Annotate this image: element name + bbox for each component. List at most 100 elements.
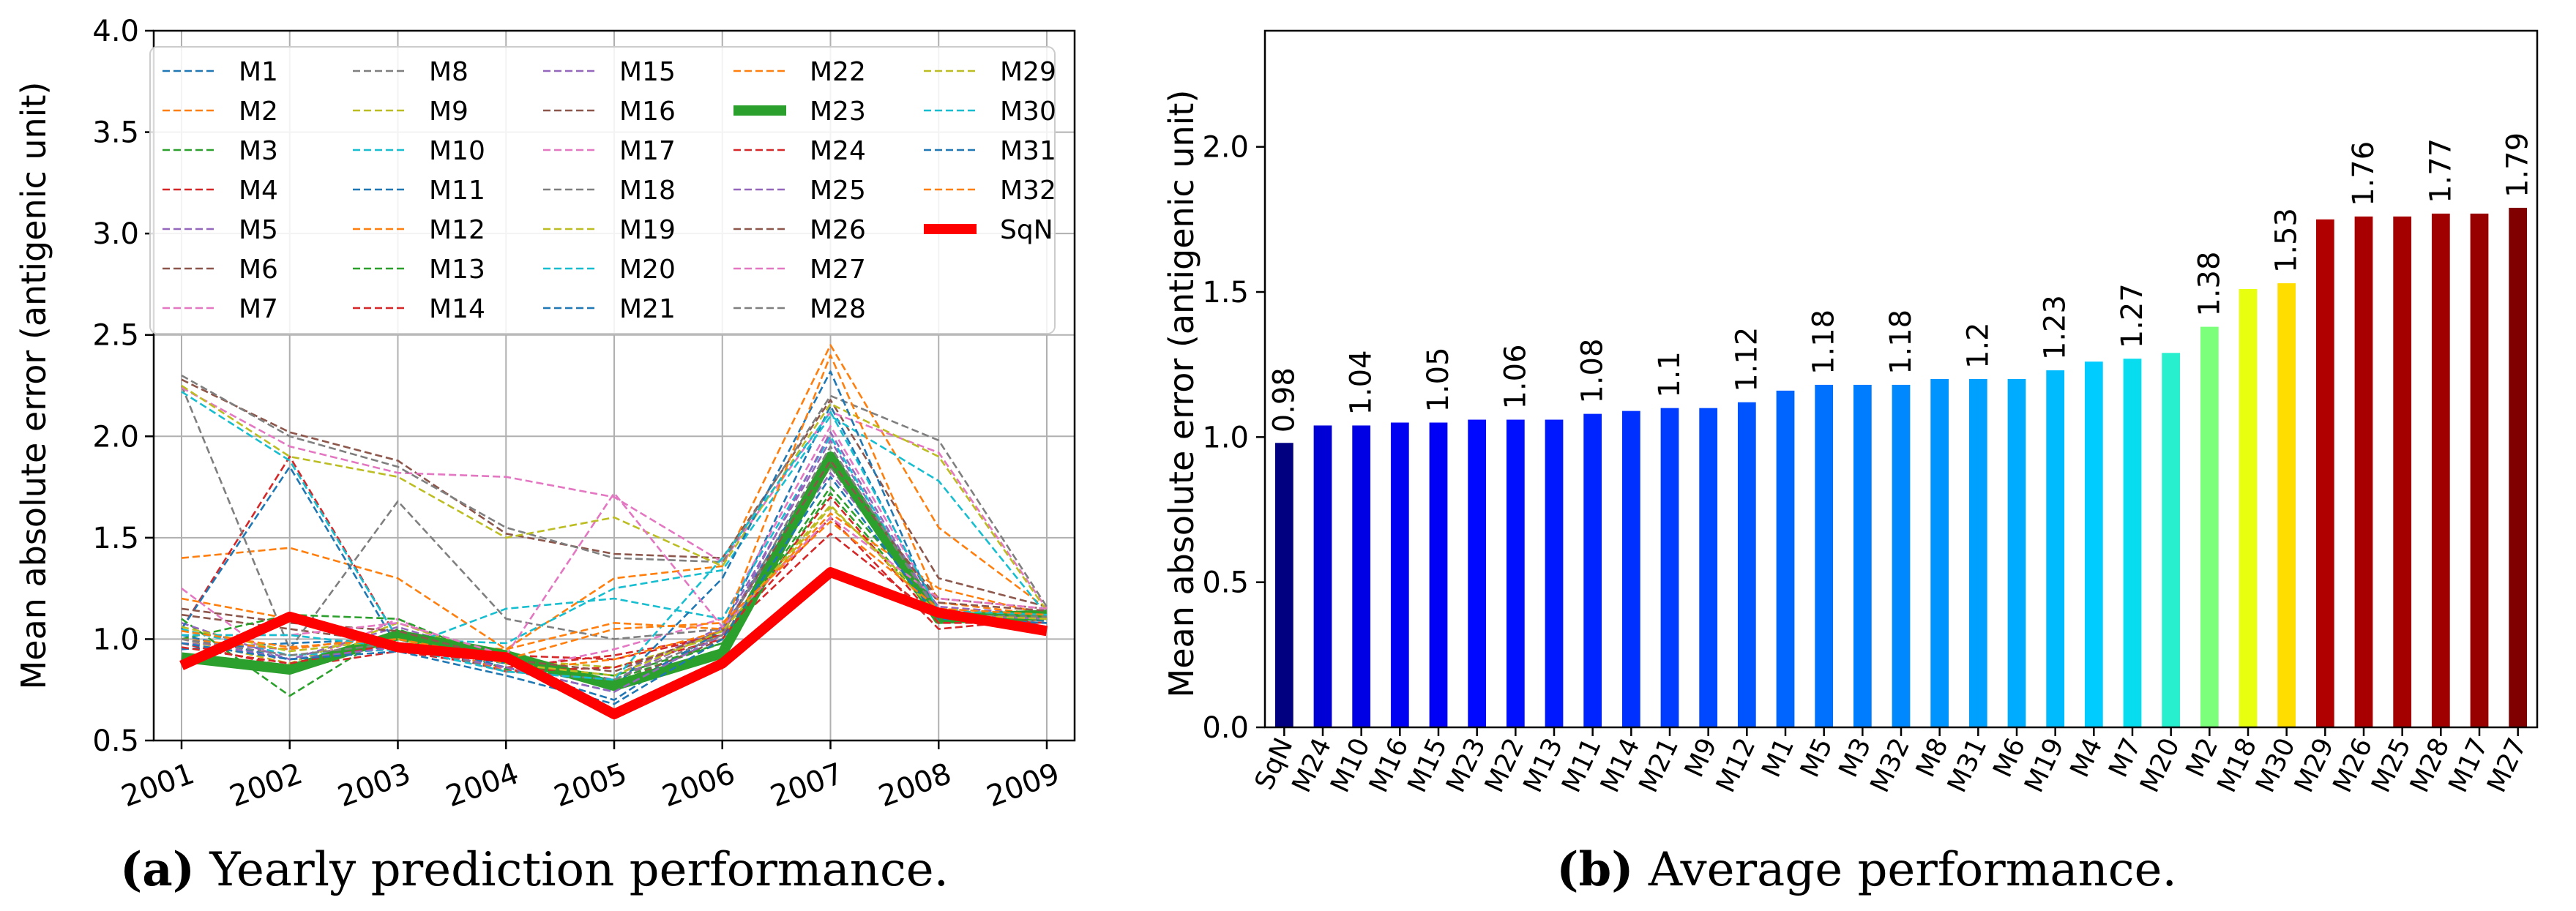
x-tick-label: M10 <box>1325 733 1376 797</box>
legend-label-m32: M32 <box>1000 176 1056 206</box>
bar-m13 <box>1545 419 1564 727</box>
x-tick-label: M14 <box>1595 733 1646 797</box>
x-tick-label: M20 <box>2135 733 2186 797</box>
bar-m4 <box>2084 361 2103 727</box>
x-tick-label: M32 <box>1865 733 1916 797</box>
x-tick-label: 2009 <box>982 757 1064 814</box>
series-line-m30 <box>182 410 1048 681</box>
bar-m16 <box>1390 422 1409 727</box>
legend-label-m12: M12 <box>429 215 485 245</box>
series-line-m19 <box>181 384 1048 612</box>
x-tick-label: M18 <box>2212 733 2263 797</box>
y-tick-label: 1.5 <box>1202 276 1249 310</box>
bar-value-label: 1.23 <box>2039 295 2072 360</box>
y-axis-label: Mean absolute error (antigenic unit) <box>1162 90 1201 698</box>
bar-m19 <box>2046 370 2065 727</box>
x-tick-label: 2007 <box>766 757 848 814</box>
legend-label-m21: M21 <box>619 294 676 324</box>
series-line-sqn <box>179 567 1048 719</box>
bar-chart-average: 0.98 1.04 1.05 1.06 1.08 1.1 1.12 1.18 1.18 1.2 1.… <box>1162 29 2539 897</box>
bar-m24 <box>1313 425 1332 727</box>
y-tick-label: 1.5 <box>92 522 139 555</box>
x-tick-label: 2002 <box>225 757 307 814</box>
y-tick-label: 2.0 <box>1202 131 1249 165</box>
legend-label-m29: M29 <box>1000 57 1056 87</box>
bar-m32 <box>1892 384 1911 727</box>
bar-value-label: 1.18 <box>1884 310 1918 375</box>
caption-b: (b) Average performance. <box>1556 842 2177 897</box>
series-line-m32 <box>181 520 1048 661</box>
bar-value-label: 1.05 <box>1422 347 1455 412</box>
bar-sqn <box>1274 443 1293 727</box>
bar-m29 <box>2315 219 2334 727</box>
x-tick-label: M19 <box>2019 733 2070 797</box>
legend-label-m26: M26 <box>810 215 866 245</box>
bar-m22 <box>1506 419 1525 727</box>
y-tick-label: 2.5 <box>92 319 139 353</box>
bar-value-label: 1.06 <box>1498 344 1532 409</box>
y-tick-label: 1.0 <box>92 623 139 656</box>
x-tick-label: M5 <box>1795 733 1839 781</box>
series-line-m31 <box>181 476 1048 705</box>
series-line-m9 <box>181 506 1048 669</box>
x-tick-label: M27 <box>2482 733 2533 797</box>
legend-label-m28: M28 <box>810 294 866 324</box>
bar-value-label: 1.53 <box>2270 208 2304 273</box>
legend-label-m9: M9 <box>429 97 468 127</box>
legend-label-m3: M3 <box>239 136 278 166</box>
legend-label-m7: M7 <box>239 294 278 324</box>
series-line-m21 <box>180 370 1047 689</box>
bar-m14 <box>1621 410 1640 727</box>
bar-value-label: 1.77 <box>2424 138 2457 203</box>
x-tick-label: M31 <box>1942 733 1993 797</box>
series-line-m3 <box>181 492 1048 697</box>
bar-value-label: 1.12 <box>1730 327 1763 392</box>
legend-label-m14: M14 <box>429 294 485 324</box>
x-tick-label: M12 <box>1711 733 1762 797</box>
bar-m28 <box>2431 213 2450 727</box>
x-tick-label: M24 <box>1287 733 1338 797</box>
bar-m8 <box>1930 379 1949 727</box>
legend-label-m18: M18 <box>619 176 676 206</box>
bar-value-label: 1.38 <box>2192 252 2226 317</box>
bar-m17 <box>2470 213 2489 727</box>
caption-b-text: Average performance. <box>1634 843 2177 897</box>
legend-label-m13: M13 <box>429 255 485 285</box>
x-tick-label: M17 <box>2444 733 2495 797</box>
legend-label-m17: M17 <box>619 136 676 166</box>
x-tick-label: M28 <box>2405 733 2456 797</box>
caption-b-letter: (b) <box>1556 842 1633 897</box>
caption-a-letter: (a) <box>120 842 195 897</box>
x-tick-label: 2006 <box>658 757 739 814</box>
y-tick-label: 3.5 <box>92 116 139 150</box>
x-tick-label: 2008 <box>874 757 955 814</box>
x-tick-label: M21 <box>1634 733 1685 797</box>
caption-a: (a) Yearly prediction performance. <box>120 842 949 897</box>
bar-m26 <box>2354 216 2373 727</box>
x-tick-label: M22 <box>1479 733 1531 797</box>
series-line-m7 <box>181 425 1048 673</box>
legend-label-m8: M8 <box>429 57 468 87</box>
bar-m21 <box>1660 408 1679 727</box>
bar-m31 <box>1968 379 1987 727</box>
bar-value-label: 1.04 <box>1345 350 1378 415</box>
legend-label-m4: M4 <box>239 176 278 206</box>
x-tick-label: M23 <box>1441 733 1492 797</box>
x-tick-label: M16 <box>1364 733 1415 797</box>
x-tick-label: 2003 <box>334 757 415 814</box>
y-tick-label: 2.0 <box>92 420 139 454</box>
bar-value-label: 1.1 <box>1653 351 1687 398</box>
legend-label-m19: M19 <box>619 215 676 245</box>
legend-label-m15: M15 <box>619 57 676 87</box>
bar-value-label: 1.27 <box>2116 283 2149 348</box>
legend-label-m24: M24 <box>810 136 866 166</box>
bar-m1 <box>1776 390 1795 727</box>
bar-m30 <box>2277 283 2296 728</box>
bar-value-label: 1.79 <box>2501 132 2535 198</box>
y-tick-label: 4.0 <box>92 15 139 48</box>
x-tick-label: M1 <box>1756 733 1800 781</box>
legend-label-m6: M6 <box>239 255 278 285</box>
y-tick-label: 1.0 <box>1202 421 1249 454</box>
y-axis-label: Mean absolute error (antigenic unit) <box>14 82 53 690</box>
